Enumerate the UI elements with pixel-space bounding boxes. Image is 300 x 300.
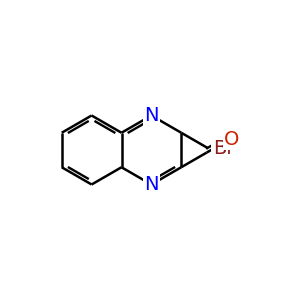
Text: N: N xyxy=(144,106,159,125)
Text: N: N xyxy=(144,175,159,194)
Text: O: O xyxy=(224,130,240,149)
Text: Br: Br xyxy=(213,139,234,158)
